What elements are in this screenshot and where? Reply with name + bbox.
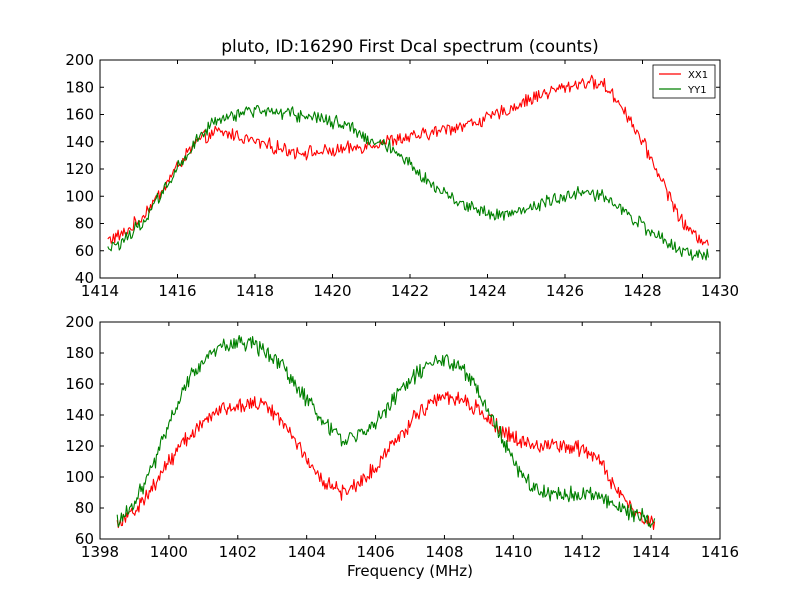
x-tick-label: 1416: [701, 543, 739, 561]
y-tick-label: 100: [65, 187, 94, 205]
x-tick-label: 1414: [632, 543, 670, 561]
x-tick-label: 1408: [425, 543, 463, 561]
y-tick-label: 200: [65, 313, 94, 331]
x-tick-label: 1420: [313, 282, 351, 300]
chart-title: pluto, ID:16290 First Dcal spectrum (cou…: [221, 37, 599, 57]
y-tick-label: 160: [65, 106, 94, 124]
y-tick-label: 60: [75, 242, 94, 260]
x-tick-label: 1422: [391, 282, 429, 300]
legend: XX1 YY1: [652, 64, 716, 99]
y-tick-label: 100: [65, 468, 94, 486]
x-tick-label: 1412: [563, 543, 601, 561]
top-subplot: pluto, ID:16290 First Dcal spectrum (cou…: [65, 37, 739, 300]
y-tick-label: 120: [65, 437, 94, 455]
y-tick-label: 200: [65, 51, 94, 69]
top-series-group: [107, 74, 709, 261]
x-tick-label: 1404: [288, 543, 326, 561]
y-tick-label: 180: [65, 344, 94, 362]
bottom-series-group: [116, 334, 656, 531]
bottom-subplot: 1398 1400 1402 1404 1406 1408 1410 1412 1414 1416…: [65, 313, 739, 580]
y-tick-label: 80: [75, 215, 94, 233]
x-tick-label: 1406: [356, 543, 394, 561]
x-tick-label: 1410: [494, 543, 532, 561]
y-tick-label: 140: [65, 133, 94, 151]
y-tick-label: 40: [75, 269, 94, 287]
x-tick-label: 1400: [150, 543, 188, 561]
legend-box: [652, 64, 716, 99]
series-line-yy1: [116, 334, 656, 528]
x-tick-label: 1416: [158, 282, 196, 300]
y-tick-label: 60: [75, 530, 94, 548]
y-tick-label: 120: [65, 160, 94, 178]
bottom-axes-frame: [99, 321, 721, 540]
x-tick-label: 1398: [81, 543, 119, 561]
series-line-xx1: [116, 391, 656, 531]
bottom-ticks-group: 1398 1400 1402 1404 1406 1408 1410 1412 1414 1416…: [65, 313, 739, 561]
x-tick-label: 1424: [468, 282, 506, 300]
series-line-xx1: [107, 74, 709, 246]
x-tick-label: 1418: [236, 282, 274, 300]
series-line-yy1: [107, 105, 709, 261]
x-tick-label: 1414: [81, 282, 119, 300]
x-tick-label: 1402: [219, 543, 257, 561]
top-ticks-group: 1414 1416 1418 1420 1422 1424 1426 1428 1430 40 60…: [65, 51, 739, 300]
x-tick-label: 1430: [701, 282, 739, 300]
legend-label-xx1: XX1: [688, 70, 708, 81]
x-axis-label: Frequency (MHz): [347, 562, 473, 580]
y-tick-label: 140: [65, 406, 94, 424]
x-tick-label: 1428: [623, 282, 661, 300]
y-tick-label: 160: [65, 375, 94, 393]
legend-label-yy1: YY1: [687, 85, 707, 96]
y-tick-label: 80: [75, 499, 94, 517]
x-tick-label: 1426: [546, 282, 584, 300]
y-tick-label: 180: [65, 78, 94, 96]
